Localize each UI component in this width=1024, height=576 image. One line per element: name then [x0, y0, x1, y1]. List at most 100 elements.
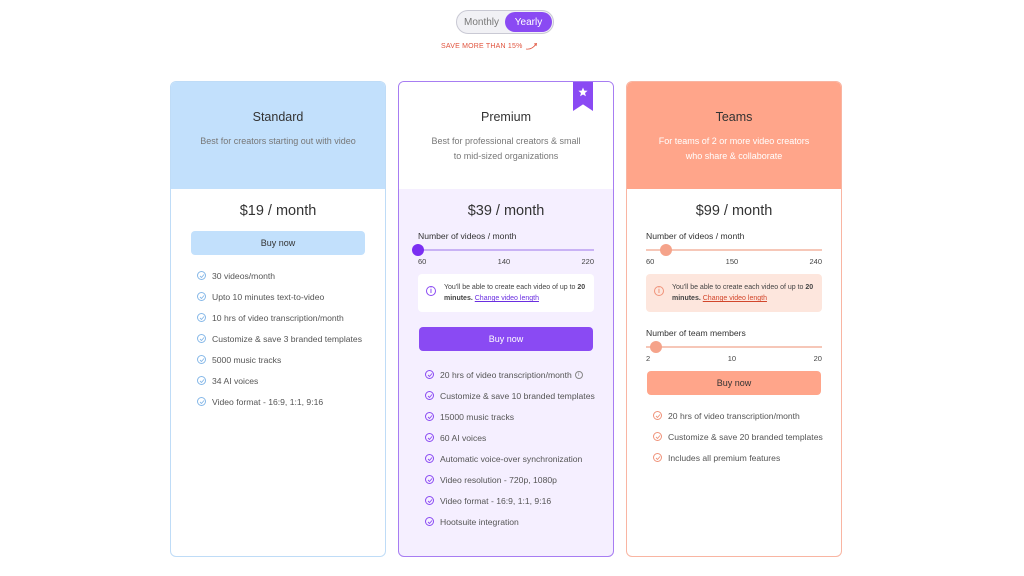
check-icon	[425, 496, 434, 505]
members-slider-block: Number of team members 2 10 20	[627, 328, 841, 363]
feature-text: Customize & save 20 branded templates	[668, 431, 823, 442]
check-icon	[653, 432, 662, 441]
feature-text: 20 hrs of video transcription/month	[440, 369, 572, 380]
info-bold: 20 minutes.	[672, 284, 814, 302]
slider-ticks: 2 10 20	[646, 354, 822, 363]
feature-list: 20 hrs of video transcription/month Custo…	[627, 405, 841, 468]
feature-text: Video format - 16:9, 1:1, 9:16	[212, 396, 324, 407]
slider-ticks: 60 140 220	[418, 257, 594, 266]
videos-slider-block: Number of videos / month 60 140 220	[399, 231, 613, 266]
buy-now-button[interactable]: Buy now	[419, 327, 593, 351]
toggle-yearly[interactable]: Yearly	[505, 12, 552, 32]
billing-toggle[interactable]: Monthly Yearly	[456, 10, 554, 34]
feature-text: Automatic voice-over synchronization	[440, 453, 583, 464]
check-icon	[197, 376, 206, 385]
check-icon	[425, 412, 434, 421]
tick-mid: 140	[497, 257, 511, 266]
feature-text: Hootsuite integration	[440, 516, 519, 527]
feature-item: Video format - 16:9, 1:1, 9:16	[425, 490, 613, 511]
slider-thumb[interactable]	[659, 244, 672, 256]
info-text: You'll be able to create each video of u…	[672, 284, 806, 291]
tick-max: 20	[813, 354, 822, 363]
tick-mid: 150	[725, 257, 739, 266]
feature-item: 60 AI voices	[425, 427, 613, 448]
feature-item: 5000 music tracks	[197, 349, 385, 370]
slider-thumb[interactable]	[649, 341, 662, 353]
feature-item: Upto 10 minutes text-to-video	[197, 286, 385, 307]
info-icon: i	[426, 286, 436, 296]
tick-min: 60	[646, 257, 655, 266]
feature-text: Includes all premium features	[668, 452, 781, 463]
plan-card-teams: Teams For teams of 2 or more video creat…	[626, 81, 842, 557]
feature-item: 34 AI voices	[197, 370, 385, 391]
feature-item: Hootsuite integration	[425, 511, 613, 532]
feature-item: Customize & save 20 branded templates	[653, 426, 841, 447]
feature-item: Video format - 16:9, 1:1, 9:16	[197, 391, 385, 412]
plan-name: Standard	[252, 110, 304, 124]
feature-item: 10 hrs of video transcription/month	[197, 307, 385, 328]
buy-now-button[interactable]: Buy now	[191, 231, 365, 255]
video-length-info: i You'll be able to create each video of…	[646, 274, 822, 312]
check-icon	[653, 411, 662, 420]
feature-text: 20 hrs of video transcription/month	[668, 410, 800, 421]
feature-item: 20 hrs of video transcription/month i	[425, 364, 613, 385]
plan-price: $39 / month	[467, 203, 545, 219]
feature-item: 15000 music tracks	[425, 406, 613, 427]
feature-text: Video format - 16:9, 1:1, 9:16	[440, 495, 552, 506]
feature-item: Customize & save 3 branded templates	[197, 328, 385, 349]
plan-name: Teams	[715, 110, 753, 124]
plan-price: $99 / month	[695, 203, 773, 219]
save-note: SAVE MORE THAN 15%	[441, 42, 539, 50]
check-icon	[425, 391, 434, 400]
plan-card-standard: Standard Best for creators starting out …	[170, 81, 386, 557]
feature-item: Automatic voice-over synchronization	[425, 448, 613, 469]
feature-list: 20 hrs of video transcription/month i Cust…	[399, 364, 613, 532]
feature-text: 15000 music tracks	[440, 411, 515, 422]
feature-item: 30 videos/month	[197, 265, 385, 286]
feature-item: Customize & save 10 branded templates	[425, 385, 613, 406]
videos-slider[interactable]	[412, 244, 594, 256]
feature-list: 30 videos/month Upto 10 minutes text-to-v…	[171, 265, 385, 412]
videos-slider-block: Number of videos / month 60 150 240	[627, 231, 841, 266]
info-bold: 20 minutes.	[444, 284, 586, 302]
slider-thumb[interactable]	[412, 244, 424, 256]
change-video-length-link[interactable]: Change video length	[474, 295, 539, 302]
plan-header: Standard Best for creators starting out …	[171, 82, 385, 189]
change-video-length-link[interactable]: Change video length	[702, 295, 767, 302]
info-icon[interactable]: i	[574, 370, 583, 379]
check-icon	[425, 370, 434, 379]
save-note-text: SAVE MORE THAN 15%	[441, 42, 523, 50]
videos-slider[interactable]	[646, 244, 822, 256]
tick-max: 220	[581, 257, 594, 266]
check-icon	[197, 397, 206, 406]
tick-min: 60	[418, 257, 427, 266]
slider-ticks: 60 150 240	[646, 257, 822, 266]
feature-text: 34 AI voices	[212, 375, 259, 386]
feature-text: 60 AI voices	[440, 432, 487, 443]
buy-now-button[interactable]: Buy now	[647, 371, 821, 395]
feature-text: Video resolution - 720p, 1080p	[440, 474, 557, 485]
plan-description: For teams of 2 or more video creators wh…	[658, 136, 810, 161]
check-icon	[197, 313, 206, 322]
check-icon	[197, 292, 206, 301]
feature-text: 30 videos/month	[212, 270, 276, 281]
tick-max: 240	[809, 257, 822, 266]
feature-text: Customize & save 10 branded templates	[440, 390, 595, 401]
check-icon	[197, 355, 206, 364]
info-text: You'll be able to create each video of u…	[444, 284, 578, 291]
slider-label: Number of team members	[646, 328, 746, 338]
members-slider[interactable]	[646, 341, 822, 353]
slider-track	[646, 249, 822, 251]
plan-description: Best for professional creators & small t…	[431, 136, 581, 161]
tick-mid: 10	[727, 354, 737, 363]
slider-label: Number of videos / month	[646, 231, 745, 241]
feature-item: 20 hrs of video transcription/month	[653, 405, 841, 426]
star-icon	[578, 87, 588, 97]
slider-label: Number of videos / month	[418, 231, 517, 241]
check-icon	[425, 454, 434, 463]
feature-item: Video resolution - 720p, 1080p	[425, 469, 613, 490]
featured-ribbon	[573, 82, 593, 111]
toggle-monthly[interactable]: Monthly	[463, 16, 499, 28]
check-icon	[197, 271, 206, 280]
check-icon	[425, 475, 434, 484]
